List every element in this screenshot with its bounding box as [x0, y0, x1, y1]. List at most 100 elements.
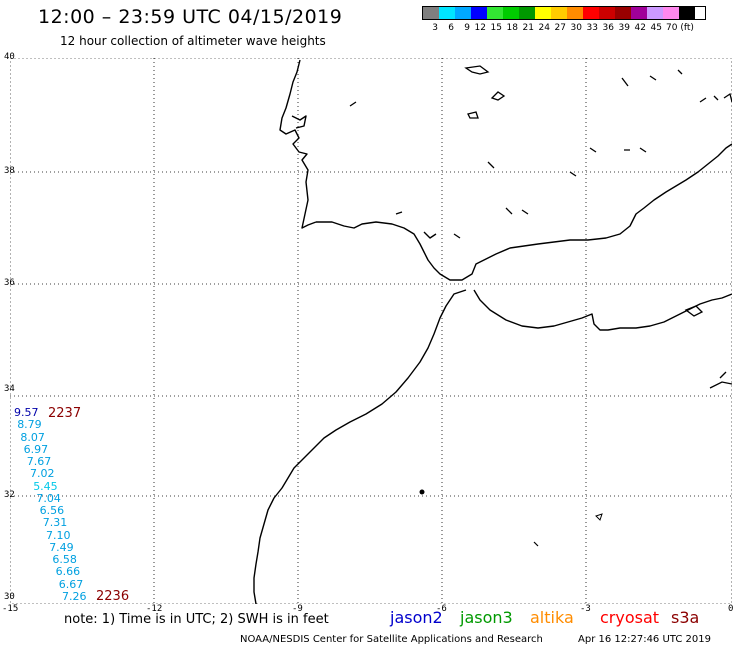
color-swatch-12: [615, 7, 631, 19]
legend-jason3: jason3: [460, 608, 513, 627]
wave-height-value: 5.45: [33, 479, 58, 493]
color-swatch-9: [567, 7, 583, 19]
color-scale-label: 45: [650, 23, 662, 33]
island-small-3: [349, 101, 461, 239]
color-swatch-13: [631, 7, 647, 19]
legend-jason2: jason2: [390, 608, 443, 627]
color-scale-label: 33: [586, 23, 598, 33]
credit-line: NOAA/NESDIS Center for Satellite Applica…: [240, 634, 543, 645]
island-ne: [723, 92, 732, 103]
color-swatch-15: [663, 7, 679, 19]
island-menorca: [490, 91, 506, 101]
wave-height-value: 9.57: [14, 406, 39, 419]
color-swatch-5: [503, 7, 519, 19]
track-start-time: 2237: [48, 406, 82, 421]
wave-height-value: 7.04: [36, 491, 61, 505]
map-canvas: [10, 58, 732, 604]
color-scale-swatches: [422, 6, 706, 20]
wave-height-value: 8.79: [17, 418, 42, 432]
coastline-southern-iberia: [316, 143, 732, 281]
color-scale-labels: 3 6 9 12 15 18 21 24 27 30 33 36 39 42 45 70 (ft): [422, 23, 706, 33]
color-swatch-3: [471, 7, 487, 19]
color-swatch-11: [599, 7, 615, 19]
color-swatch-4: [487, 7, 503, 19]
wave-height-value: 6.97: [23, 442, 49, 456]
track-end-time: 2236: [96, 589, 130, 604]
color-scale-label: 24: [538, 23, 550, 33]
color-scale-label: 30: [570, 23, 582, 33]
color-scale-label: 12: [474, 23, 486, 33]
wave-height-value: 7.67: [26, 455, 52, 469]
color-swatch-0: [423, 7, 439, 19]
color-scale-label: 6: [448, 23, 454, 33]
color-scale-label: 36: [602, 23, 614, 33]
lat-label-32: 32: [4, 490, 15, 500]
lat-label-36: 36: [4, 278, 15, 288]
lon-label-minus12: -12: [146, 604, 163, 614]
color-swatch-1: [439, 7, 455, 19]
color-scale-label: 21: [522, 23, 534, 33]
color-scale-label: 39: [618, 23, 630, 33]
island-southeast: [709, 381, 732, 389]
lon-label-minus6: -6: [436, 604, 447, 614]
coastline: [253, 59, 732, 604]
wave-height-value: 7.26: [62, 590, 87, 603]
wave-height-value: 7.49: [49, 540, 74, 554]
color-swatch-16: [679, 7, 695, 19]
color-scale-label: 9: [464, 23, 470, 33]
lat-label-30: 30: [4, 592, 15, 602]
island-small-2: [487, 161, 577, 215]
color-swatch-14: [647, 7, 663, 19]
color-scale-label: 18: [506, 23, 518, 33]
generated-timestamp: Apr 16 12:27:46 UTC 2019: [578, 634, 711, 645]
color-scale: 3 6 9 12 15 18 21 24 27 30 33 36 39 42 45 70 (ft): [422, 6, 706, 33]
color-scale-label: 27: [554, 23, 566, 33]
coastline-inlet: [423, 231, 437, 239]
color-scale-label: 15: [490, 23, 502, 33]
wave-height-value: 6.66: [55, 565, 81, 579]
wave-height-value: 6.56: [39, 504, 65, 518]
legend-cryosat: cryosat: [600, 608, 660, 627]
color-scale-label: 3: [432, 23, 438, 33]
legend-altika: altika: [530, 608, 574, 627]
map-frame: [10, 58, 732, 604]
lon-label-minus9: -9: [292, 604, 303, 614]
wave-height-value: 7.31: [42, 516, 68, 530]
coastline-north-africa: [473, 289, 732, 331]
lat-label-40: 40: [4, 52, 15, 62]
coastline-tagus: [291, 115, 307, 129]
color-scale-label: 70 (ft): [666, 23, 694, 33]
page-title: 12:00 – 23:59 UTC 04/15/2019: [38, 6, 343, 28]
island-ibiza: [467, 111, 479, 119]
grid-lines: [10, 58, 732, 604]
wave-height-value: 7.02: [30, 467, 55, 481]
map-points: [419, 489, 603, 547]
color-swatch-10: [583, 7, 599, 19]
color-swatch-7: [535, 7, 551, 19]
lon-label-minus3: -3: [580, 604, 591, 614]
island-small-1: [589, 147, 647, 153]
wave-height-value: 6.58: [52, 553, 77, 567]
wave-height-value: 7.10: [46, 528, 71, 542]
coastline-portugal: [279, 59, 317, 229]
lat-label-34: 34: [4, 384, 15, 394]
color-swatch-8: [551, 7, 567, 19]
footer-note: note: 1) Time is in UTC; 2) SWH is in fe…: [64, 612, 329, 627]
island-sardinia-fragments: [621, 69, 719, 103]
lat-label-38: 38: [4, 166, 15, 176]
color-swatch-2: [455, 7, 471, 19]
legend-s3a: s3a: [671, 608, 700, 627]
island-crete-like: [719, 371, 727, 379]
wave-height-value: 6.67: [58, 577, 84, 591]
island-mallorca: [464, 65, 490, 75]
lon-label-minus15: -15: [2, 604, 19, 614]
color-scale-label: 42: [634, 23, 646, 33]
lon-label-0: 0: [728, 604, 734, 614]
map-panel: [10, 58, 732, 604]
color-swatch-6: [519, 7, 535, 19]
island-malta-like: [684, 305, 704, 317]
wave-height-value: 8.07: [20, 430, 45, 444]
page-subtitle: 12 hour collection of altimeter wave hei…: [60, 34, 326, 48]
islands: [349, 65, 732, 389]
coastline-morocco: [253, 289, 467, 604]
